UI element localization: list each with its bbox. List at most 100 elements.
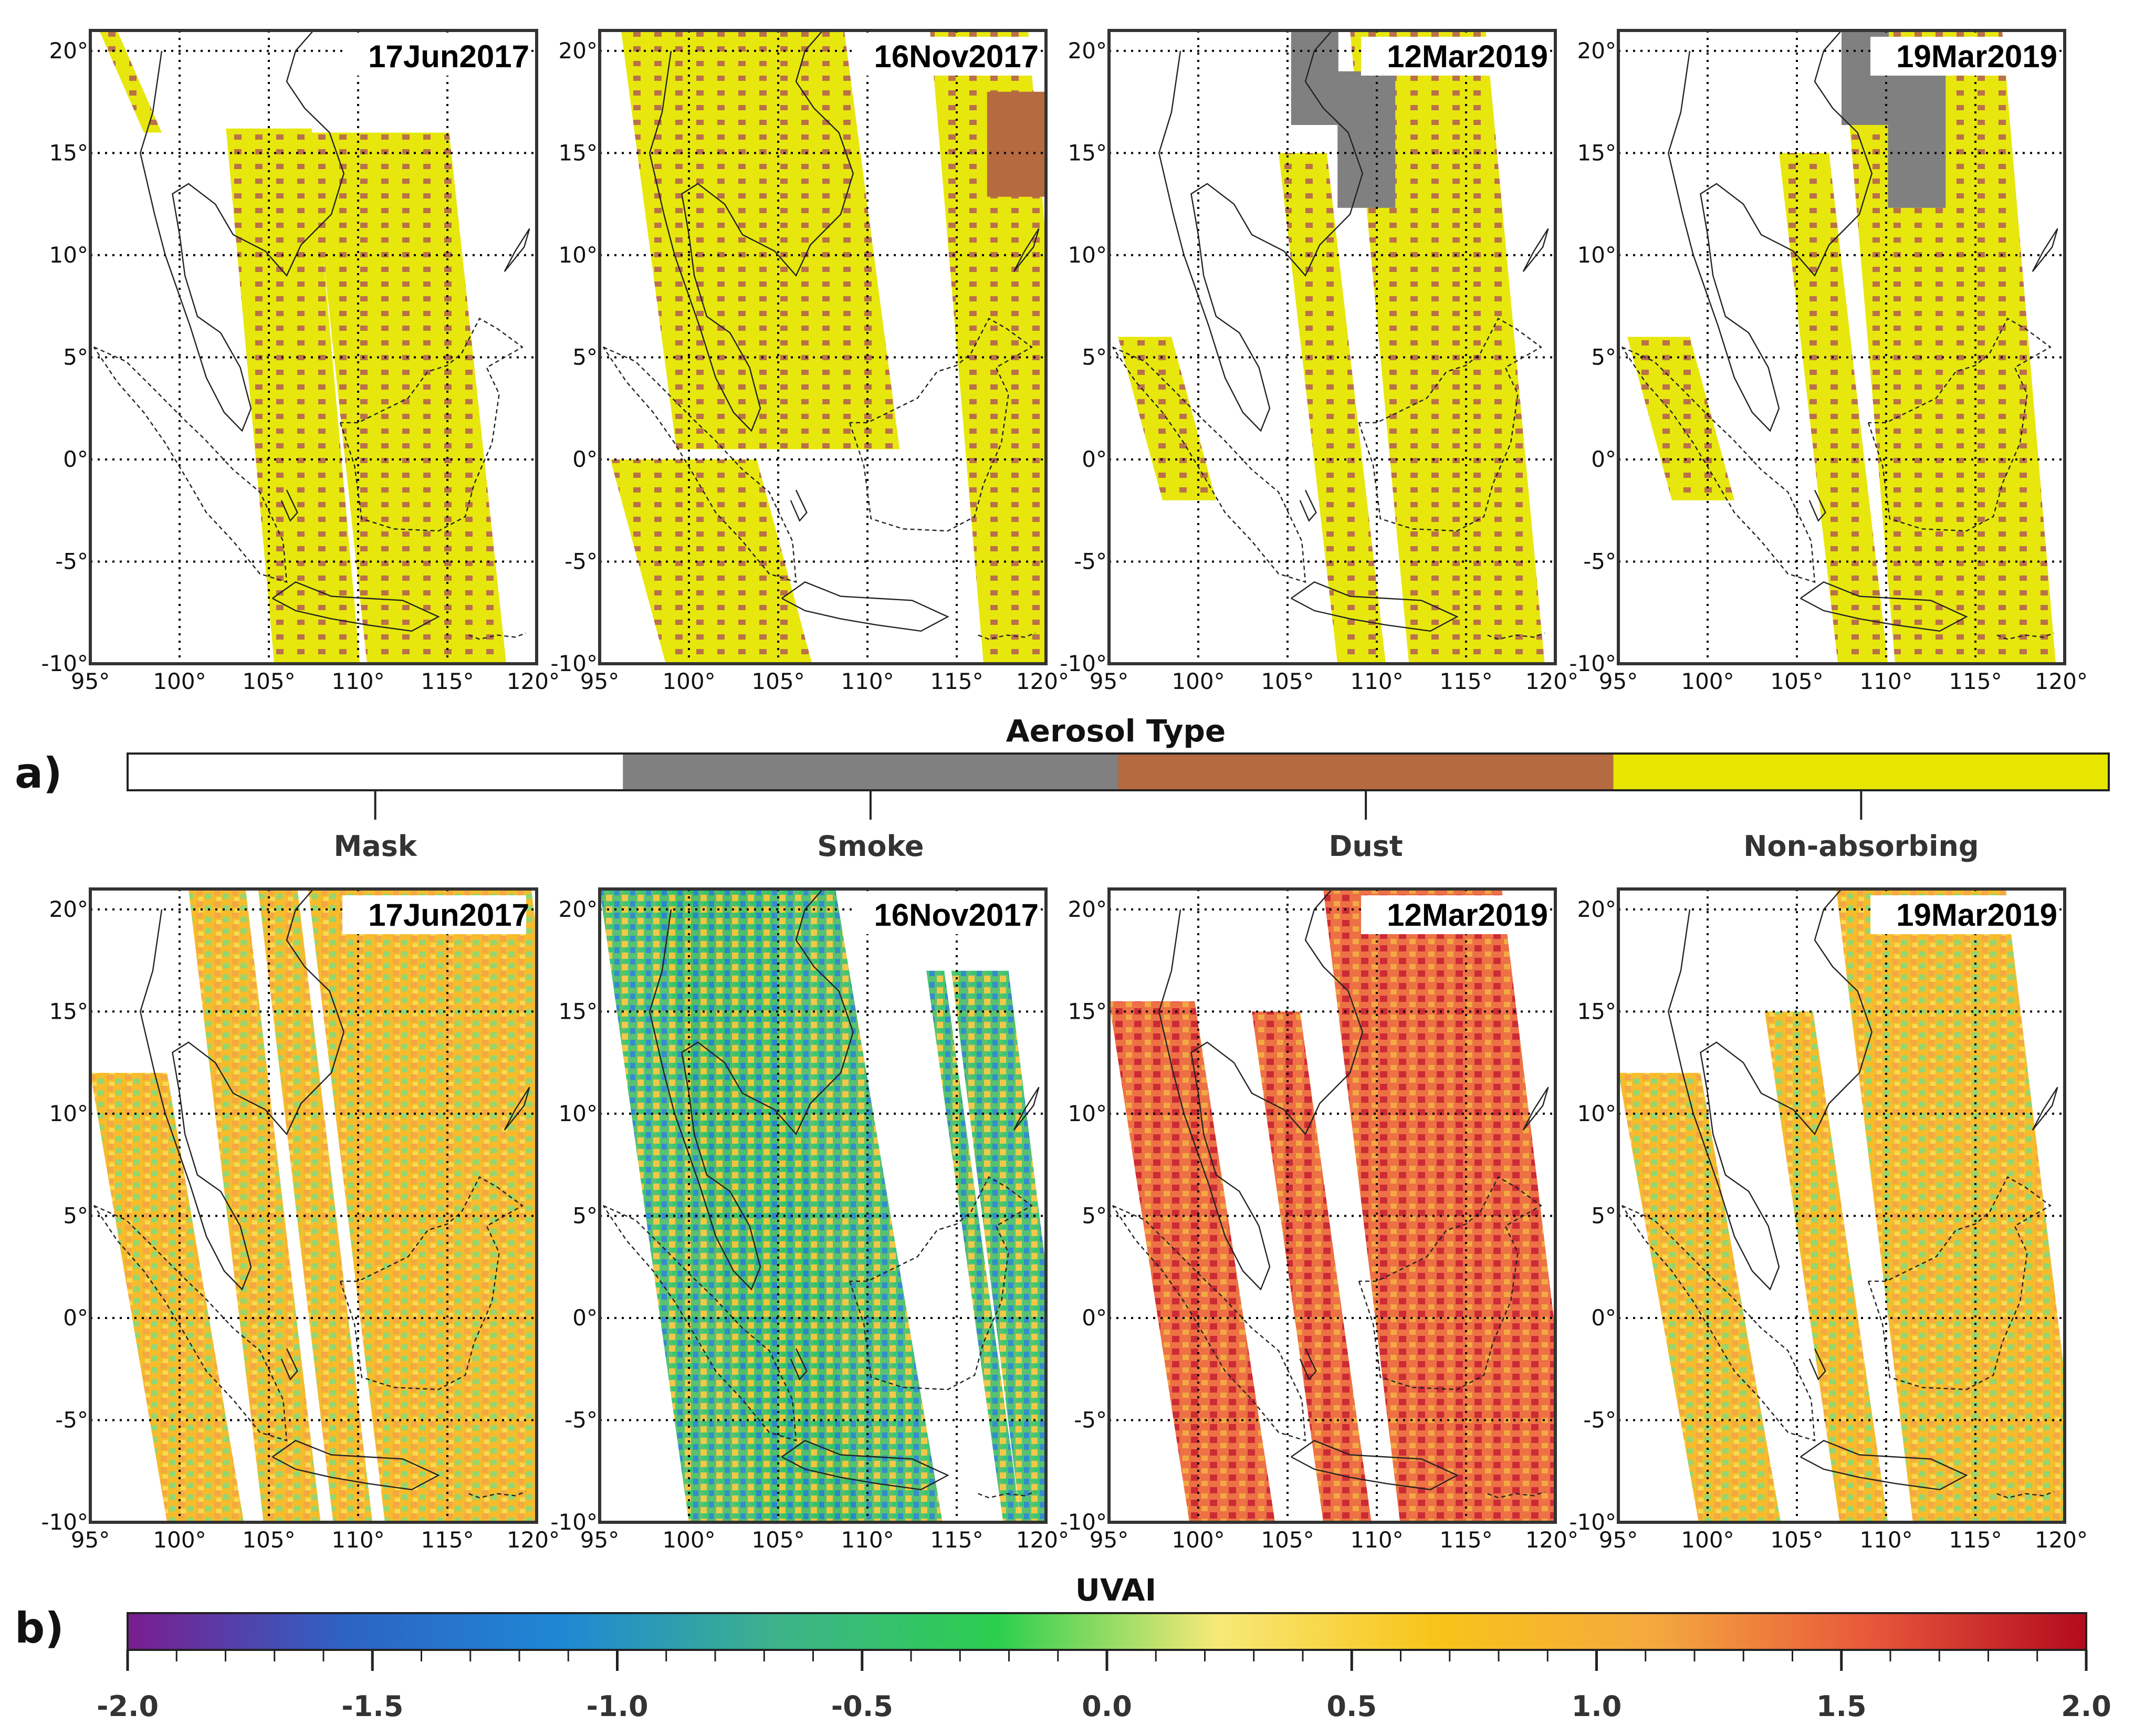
lat-tick-label: 10° — [1577, 242, 1616, 268]
colorbar-swatch-non-absorbing — [1613, 754, 2109, 790]
lon-tick-label: 100° — [1171, 668, 1225, 694]
lon-tick-label: 120° — [1525, 1527, 1578, 1553]
coastline — [1522, 1086, 1549, 1131]
coastline — [1996, 632, 2055, 640]
coastline — [1299, 489, 1317, 522]
uvai-colorbar: b) UVAI -2.0 -1.5 -1.0 -0.5 0.0 0.5 1.0 1.5 2.0 — [15, 1572, 2111, 1723]
swath — [1618, 1073, 1781, 1522]
lat-tick-label: 5° — [572, 1202, 598, 1228]
swath — [258, 889, 373, 1522]
coastline — [272, 581, 440, 632]
date-label-bg — [1361, 37, 1545, 76]
coastline — [1158, 889, 1364, 1291]
coastline — [280, 1348, 298, 1381]
map-frame — [89, 29, 538, 665]
lon-tick-label: 120° — [507, 1527, 560, 1553]
colorbar-tick-label: -1.5 — [341, 1690, 403, 1723]
colorbar-category-label: Dust — [1329, 830, 1403, 863]
colorbar-swatch-dust — [1118, 754, 1614, 790]
lat-tick-label: -5° — [564, 1407, 598, 1432]
coastline — [602, 1205, 797, 1442]
coastline — [2032, 1086, 2058, 1131]
coastline — [1867, 317, 2052, 532]
lat-tick-label: 10° — [49, 1101, 88, 1126]
lon-tick-label: 110° — [1350, 1527, 1403, 1553]
lat-tick-label: 0° — [1082, 446, 1107, 472]
lon-tick-label: 100° — [662, 668, 715, 694]
aerosol-type-map-2: 16Nov2017 20° 15° 10° 5° 0° -5° -10°95° 100° 105°… — [550, 29, 1069, 694]
panel-label-b: b) — [15, 1604, 64, 1653]
lat-tick-label: -10° — [1569, 651, 1616, 676]
uvai-color-ramp — [128, 1613, 2086, 1650]
lat-tick-label: 5° — [1082, 344, 1107, 370]
uvai-map-1: 17Jun2017 20° 15° 10° 5° 0° -5° -10°95° 100° 105°… — [41, 887, 560, 1553]
lat-tick-label: -5° — [55, 1407, 88, 1432]
lat-tick-label: 15° — [1068, 140, 1107, 165]
lat-tick-label: 0° — [63, 446, 88, 472]
aerosol-type-map-3: 12Mar2019 20° 15° 10° 5° 0° -5° -10°95° 100° 105°… — [1060, 29, 1578, 694]
lat-tick-label: -5° — [1583, 548, 1616, 574]
date-label: 16Nov2017 — [874, 39, 1039, 74]
lon-tick-label: 95° — [71, 668, 110, 694]
date-label-bg — [852, 895, 1035, 934]
lat-tick-label: 15° — [559, 140, 598, 165]
coastline — [504, 1086, 530, 1131]
lat-tick-label: 5° — [1082, 1202, 1107, 1228]
lon-tick-label: 110° — [841, 668, 894, 694]
satellite-swaths — [1109, 889, 1555, 1522]
swath — [653, 889, 943, 1522]
lon-tick-label: 105° — [1770, 1527, 1823, 1553]
coastline — [790, 489, 808, 522]
lon-tick-label: 115° — [421, 668, 474, 694]
colorbar-tick-label: 1.0 — [1572, 1690, 1622, 1723]
uvai-map-4: 19Mar2019 20° 15° 10° 5° 0° -5° -10°95° 100° 105°… — [1569, 887, 2088, 1553]
coastline — [1867, 1176, 2052, 1390]
colorbar-title: UVAI — [1075, 1572, 1157, 1608]
lon-tick-label: 110° — [1859, 1527, 1912, 1553]
coastline — [1808, 1348, 1826, 1381]
coastline — [1800, 581, 1968, 632]
lon-tick-label: 105° — [751, 668, 804, 694]
coastline — [280, 489, 298, 522]
lat-tick-label: 5° — [1591, 1202, 1616, 1228]
coastline — [1487, 632, 1545, 640]
coastline — [1358, 1176, 1542, 1390]
panel-label-a: a) — [15, 749, 62, 798]
lon-tick-label: 105° — [242, 1527, 295, 1553]
aerosol-type-map-4: 19Mar2019 20° 15° 10° 5° 0° -5° -10°95° 100° 105°… — [1569, 29, 2088, 694]
lon-tick-label: 115° — [930, 1527, 983, 1553]
colorbar-tick-label: 0.0 — [1082, 1690, 1132, 1723]
swath — [1836, 889, 2065, 1522]
smoke-patch — [1888, 71, 1946, 208]
smoke-patch — [1291, 30, 1338, 125]
lon-tick-label: 95° — [1090, 668, 1128, 694]
lat-tick-label: -5° — [1583, 1407, 1616, 1432]
lat-tick-label: 10° — [1068, 1101, 1107, 1126]
coastline — [1158, 30, 1364, 432]
coastline — [849, 1176, 1033, 1390]
lat-tick-label: -10° — [41, 651, 88, 676]
lat-tick-label: 20° — [1068, 896, 1107, 922]
map-frame — [598, 29, 1048, 665]
date-label-bg — [1361, 895, 1545, 934]
coastline — [1800, 1440, 1968, 1491]
lat-tick-label: 10° — [559, 1101, 598, 1126]
lon-tick-label: 105° — [1770, 668, 1823, 694]
lon-tick-label: 95° — [1599, 1527, 1638, 1553]
coastline — [1621, 1205, 1816, 1442]
coastline — [139, 30, 345, 432]
coastline — [504, 228, 530, 272]
coastline — [1112, 346, 1306, 583]
lat-tick-label: 0° — [572, 446, 598, 472]
lat-tick-label: 5° — [572, 344, 598, 370]
lat-tick-label: -10° — [1060, 651, 1107, 676]
colorbar-swatch-mask — [128, 754, 623, 790]
lon-tick-label: 105° — [1261, 1527, 1314, 1553]
swath — [1323, 889, 1555, 1522]
lon-tick-label: 115° — [1439, 668, 1492, 694]
lon-tick-label: 110° — [331, 668, 384, 694]
map-frame — [1107, 887, 1557, 1524]
coastline — [978, 632, 1036, 640]
coastline — [978, 1491, 1036, 1499]
lat-tick-label: 0° — [1082, 1305, 1107, 1331]
